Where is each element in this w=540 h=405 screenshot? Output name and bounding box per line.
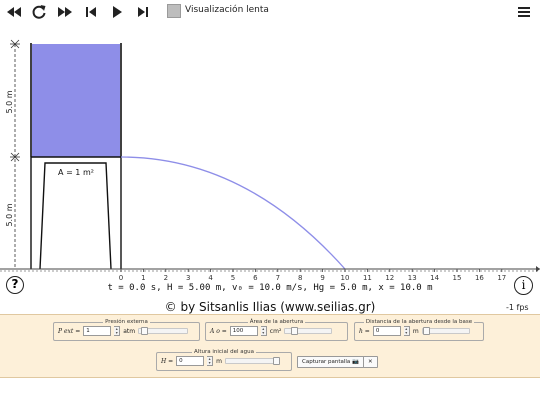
distance-stepper[interactable]: ▴ ▾ [403,326,410,336]
copyright-text: © by Sitsanlis Ilias (www.seilias.gr) [164,300,376,314]
x-tick-label: 3 [186,274,190,282]
lower-height-label: 5.0 m [5,203,14,226]
fps-counter: -1 fps [506,303,529,312]
area-legend: Área de la abertura [249,319,304,325]
rewind-button[interactable] [5,3,23,21]
x-tick-label: 1 [141,274,145,282]
fast-forward-icon [58,7,72,17]
pressure-stepper[interactable]: ▴ ▾ [114,326,121,336]
info-button[interactable]: i [514,276,533,295]
height-unit: m [216,357,223,365]
pressure-group: Presión externa P ext = 1 ▴ ▾ atm [53,319,200,341]
fast-forward-button[interactable] [56,3,74,21]
distance-slider[interactable] [421,327,470,335]
refresh-icon [32,5,46,19]
x-tick-label: 15 [453,274,462,282]
x-tick-label: 12 [385,274,394,282]
area-label: A = 1 m² [58,168,94,177]
stand-inner-frame [39,162,112,270]
x-tick-label: 14 [430,274,439,282]
distance-legend: Distancia de la abertura desde la base [365,319,473,325]
play-icon [113,6,122,18]
pressure-label: P ext = [58,327,81,335]
menu-button[interactable] [516,4,532,20]
distance-group: Distancia de la abertura desde la base h… [354,319,484,341]
x-tick-label: 13 [408,274,417,282]
pressure-input[interactable]: 1 [83,326,112,336]
x-tick-label: 17 [497,274,506,282]
pressure-unit: atm [123,327,136,335]
pressure-slider-knob[interactable] [141,327,149,335]
height-stepper[interactable]: ▴ ▾ [207,356,214,366]
close-button[interactable]: ✕ [363,356,378,368]
height-slider-knob[interactable] [273,357,281,365]
x-tick-label: 2 [164,274,168,282]
slow-motion-label: Visualización lenta [185,5,269,15]
stand-outer-legs [30,157,122,269]
area-input[interactable]: 100 [229,326,258,336]
distance-slider-knob[interactable] [422,327,430,335]
x-axis-ticks: 0 1 2 3 4 5 6 7 8 9 10 11 12 13 14 15 16 17 [119,269,506,282]
x-tick-label: 16 [475,274,484,282]
rewind-icon [7,7,21,17]
x-tick-label: 0 [119,274,123,282]
area-input-label: A o = [210,327,227,335]
x-tick-label: 4 [208,274,213,282]
help-button[interactable]: ? [6,276,24,294]
x-tick-label: 7 [276,274,280,282]
x-tick-label: 8 [298,274,302,282]
height-label: H = [161,357,174,365]
distance-input[interactable]: 0 [372,326,401,336]
distance-unit: m [412,327,419,335]
upper-height-label: 5.0 m [5,90,14,113]
slow-motion-checkbox[interactable] [167,4,181,18]
reset-button[interactable] [30,3,48,21]
pressure-slider[interactable] [138,327,189,335]
x-tick-label: 11 [363,274,372,282]
toolbar: Visualización lenta [0,0,540,24]
area-unit: cm² [269,327,282,335]
pressure-legend: Presión externa [105,319,148,325]
play-button[interactable] [108,3,126,21]
x-tick-label: 9 [320,274,324,282]
water-jet [120,156,346,270]
axis-arrow-head [536,266,540,272]
area-slider[interactable] [284,327,333,335]
height-legend: Altura inicial del agua [194,349,254,355]
x-tick-label: 10 [341,274,350,282]
status-formula: t = 0.0 s, H = 5.00 m, v₀ = 10.0 m/s, Hg… [107,283,433,293]
height-slider[interactable] [225,357,281,365]
x-tick-label: 6 [253,274,258,282]
step-back-button[interactable] [82,3,100,21]
height-input[interactable]: 0 [176,356,205,366]
area-stepper[interactable]: ▴ ▾ [260,326,267,336]
skip-back-icon [86,7,96,17]
x-tick-label: 5 [231,274,235,282]
control-panel: Presión externa P ext = 1 ▴ ▾ atm Área de… [0,314,540,378]
hamburger-menu-icon [518,7,530,17]
area-slider-knob[interactable] [291,327,299,335]
water-column [32,44,120,157]
distance-label: h = [359,327,370,335]
capture-screen-button[interactable]: Capturar pantalla 📷 [297,356,364,368]
area-group: Área de la abertura A o = 100 ▴ ▾ cm² [205,319,348,341]
height-group: Altura inicial del agua H = 0 ▴ ▾ m [156,349,292,371]
skip-forward-icon [138,7,148,17]
simulation-canvas: 5.0 m 5.0 m A = 1 m² 0 1 2 3 4 5 6 7 8 9 10 11 12 13 1… [0,39,540,282]
step-forward-button[interactable] [134,3,152,21]
